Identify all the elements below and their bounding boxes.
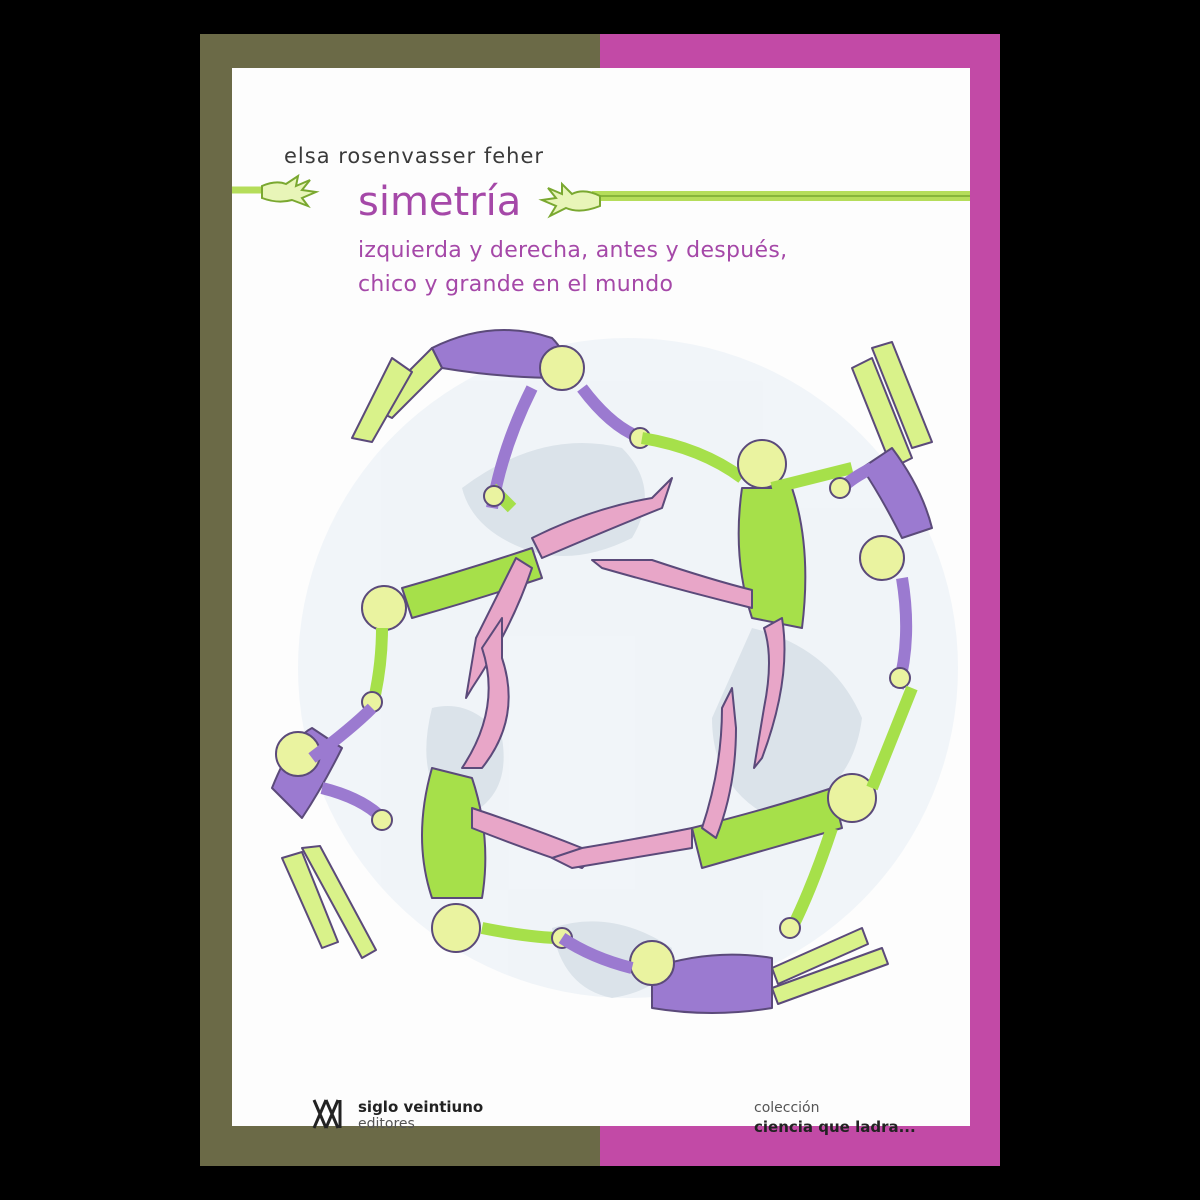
reaching-hands-illustration bbox=[232, 173, 970, 219]
collection-label: colección bbox=[754, 1100, 820, 1116]
cover-panel: elsa rosenvasser feher simetría izquierd… bbox=[232, 68, 970, 1136]
collection-block: colección ciencia que ladra... bbox=[754, 1100, 916, 1136]
book-title: simetría bbox=[358, 179, 522, 225]
subtitle-line-2: chico y grande en el mundo bbox=[358, 272, 674, 297]
subtitle-line-1: izquierda y derecha, antes y después, bbox=[358, 238, 788, 263]
cover-illustration bbox=[232, 173, 970, 1014]
book-subtitle: izquierda y derecha, antes y después, ch… bbox=[358, 234, 787, 302]
collection-name: ciencia que ladra... bbox=[754, 1118, 916, 1136]
figures-ring-illustration bbox=[271, 329, 933, 1014]
publisher-logo-icon bbox=[312, 1099, 342, 1129]
author-name: elsa rosenvasser feher bbox=[284, 144, 545, 168]
publisher-sub: editores bbox=[358, 1116, 415, 1132]
publisher-name: siglo veintiuno bbox=[358, 1098, 484, 1116]
book-cover: elsa rosenvasser feher simetría izquierd… bbox=[200, 34, 1000, 1166]
